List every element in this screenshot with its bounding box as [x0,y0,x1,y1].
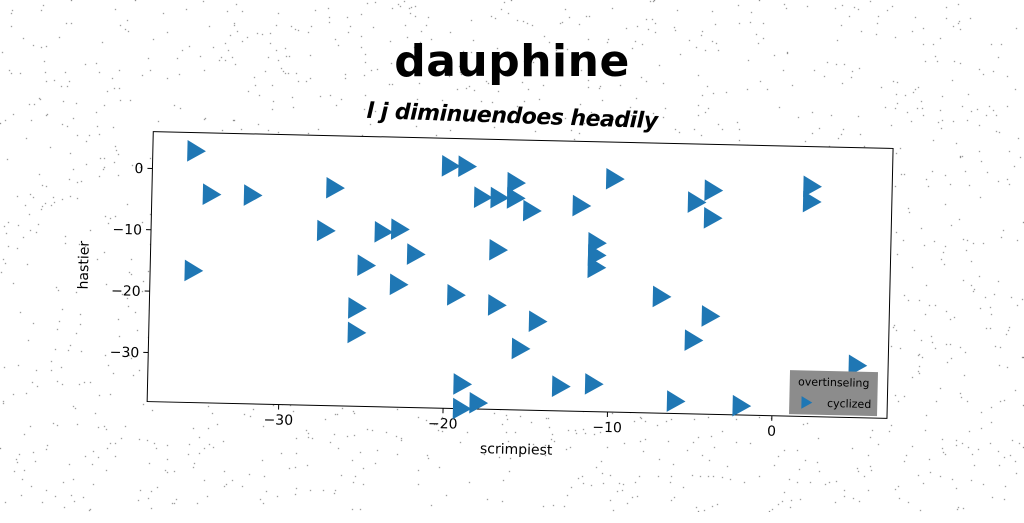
x-tick-label: −10 [592,420,622,437]
legend-title: overtinseling [798,375,870,390]
legend-series-label: cyclized [827,397,872,411]
y-tick-label: −30 [110,345,140,362]
x-tick-label: 0 [767,424,776,440]
y-tick-label: −10 [112,222,142,239]
y-tick-label: −20 [111,283,141,300]
x-tick-label: −30 [263,412,293,429]
y-axis-label: hastier [76,240,93,289]
plot-area-frame [147,132,893,419]
x-axis-label: scrimpiest [480,441,553,459]
y-tick-label: 0 [134,161,143,177]
y-axis-ticks: 0 −10 −20 −30 [110,161,153,362]
legend: overtinseling cyclized [789,370,878,416]
